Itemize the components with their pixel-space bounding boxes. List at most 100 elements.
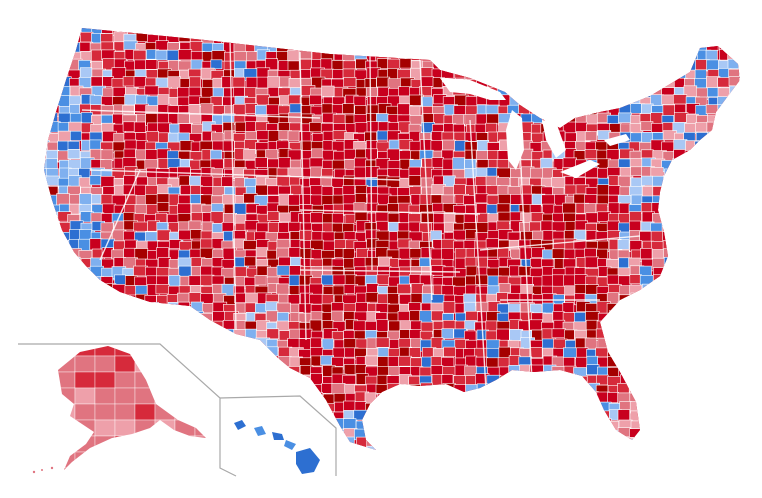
county bbox=[694, 320, 710, 333]
county bbox=[245, 411, 257, 422]
county bbox=[179, 375, 193, 388]
county bbox=[574, 437, 588, 450]
county bbox=[716, 292, 730, 303]
county bbox=[530, 28, 545, 35]
county bbox=[672, 202, 687, 214]
county bbox=[288, 40, 301, 52]
county bbox=[378, 429, 391, 441]
county bbox=[652, 355, 668, 366]
county bbox=[223, 383, 236, 397]
county bbox=[695, 419, 710, 431]
county bbox=[430, 31, 443, 43]
county bbox=[706, 139, 720, 150]
county bbox=[278, 475, 291, 484]
county bbox=[202, 437, 215, 449]
county bbox=[122, 104, 135, 115]
oahu-island bbox=[254, 426, 266, 436]
county bbox=[738, 267, 740, 280]
county bbox=[728, 149, 740, 160]
county bbox=[541, 274, 554, 288]
county bbox=[134, 301, 147, 313]
county bbox=[663, 175, 678, 186]
county bbox=[553, 49, 568, 63]
county bbox=[56, 50, 71, 63]
county bbox=[157, 428, 170, 441]
county bbox=[212, 28, 225, 37]
county bbox=[562, 302, 575, 314]
county bbox=[354, 364, 367, 376]
county bbox=[44, 104, 47, 115]
county bbox=[100, 149, 114, 162]
county bbox=[342, 294, 357, 305]
county bbox=[453, 456, 467, 468]
county bbox=[530, 420, 543, 433]
county bbox=[155, 367, 170, 380]
county bbox=[388, 40, 402, 51]
county bbox=[133, 221, 148, 232]
county bbox=[453, 393, 466, 404]
county bbox=[124, 330, 139, 340]
county bbox=[708, 445, 721, 450]
county bbox=[475, 438, 490, 449]
county bbox=[441, 328, 454, 339]
county bbox=[157, 447, 173, 450]
county bbox=[509, 33, 524, 45]
county bbox=[453, 184, 466, 195]
county bbox=[455, 473, 468, 483]
county bbox=[112, 437, 125, 450]
county bbox=[554, 420, 568, 433]
county bbox=[46, 436, 60, 448]
county bbox=[321, 103, 334, 115]
county bbox=[124, 320, 137, 332]
county bbox=[552, 391, 566, 404]
county bbox=[741, 25, 753, 35]
county bbox=[662, 411, 676, 424]
county bbox=[673, 43, 688, 56]
county bbox=[741, 374, 752, 384]
county bbox=[411, 40, 425, 53]
county bbox=[57, 310, 71, 322]
big-island bbox=[296, 448, 320, 474]
county bbox=[665, 475, 677, 484]
county bbox=[167, 446, 182, 450]
county bbox=[651, 303, 666, 315]
county bbox=[265, 28, 278, 36]
county bbox=[211, 337, 227, 350]
county bbox=[287, 419, 302, 431]
county bbox=[595, 438, 610, 449]
county bbox=[562, 347, 578, 359]
county bbox=[345, 475, 357, 484]
county bbox=[465, 474, 478, 484]
county bbox=[212, 331, 225, 342]
county bbox=[595, 347, 609, 358]
county bbox=[510, 466, 523, 476]
county bbox=[663, 40, 677, 52]
county bbox=[584, 28, 597, 33]
lake-erie bbox=[560, 160, 600, 178]
county bbox=[675, 249, 690, 262]
county bbox=[321, 85, 335, 97]
county bbox=[739, 50, 740, 62]
county bbox=[258, 475, 270, 487]
county bbox=[508, 428, 521, 441]
county bbox=[684, 212, 697, 224]
county bbox=[529, 427, 542, 438]
county bbox=[167, 391, 181, 403]
county bbox=[651, 312, 665, 325]
county bbox=[366, 445, 380, 450]
county bbox=[463, 33, 477, 45]
alaska-district bbox=[58, 435, 76, 453]
county bbox=[79, 103, 91, 114]
county bbox=[67, 149, 81, 160]
county bbox=[265, 445, 280, 450]
county bbox=[520, 60, 533, 72]
county bbox=[509, 95, 524, 106]
county bbox=[68, 42, 82, 54]
county bbox=[431, 131, 444, 142]
county bbox=[486, 393, 501, 406]
county bbox=[452, 157, 465, 170]
county bbox=[70, 292, 83, 305]
county bbox=[276, 402, 289, 413]
county bbox=[57, 130, 71, 143]
